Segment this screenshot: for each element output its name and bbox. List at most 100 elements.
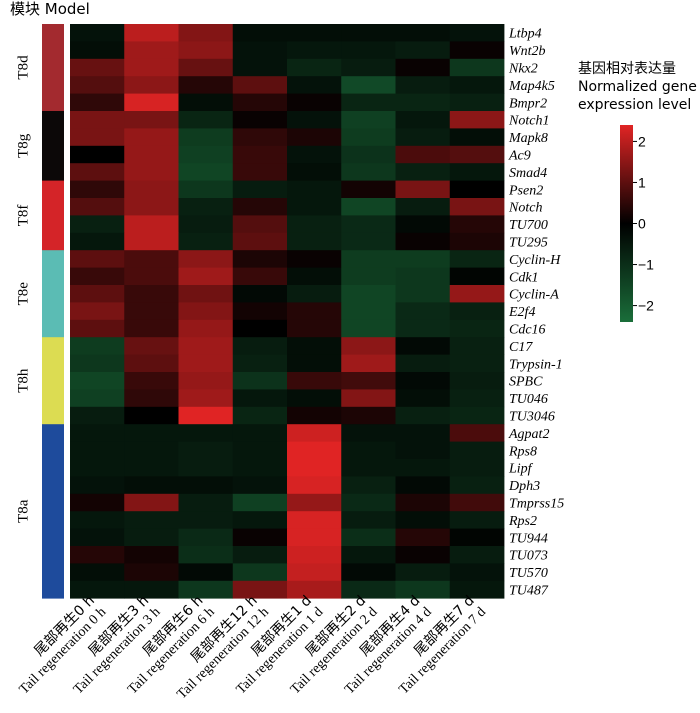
heatmap-cell bbox=[232, 372, 288, 390]
gene-label: Dph3 bbox=[508, 479, 540, 494]
heatmap-cell bbox=[449, 24, 505, 42]
gene-label: Notch1 bbox=[508, 114, 549, 129]
heatmap-cell bbox=[341, 128, 396, 147]
heatmap-cell bbox=[287, 424, 342, 442]
heatmap-cell bbox=[341, 215, 396, 234]
heatmap-cell bbox=[178, 163, 234, 181]
module-label: T8a bbox=[15, 499, 31, 523]
gene-label: TU295 bbox=[509, 236, 548, 251]
heatmap-cell bbox=[70, 215, 125, 234]
heatmap-cell bbox=[341, 476, 396, 495]
heatmap-cell bbox=[287, 93, 342, 112]
gene-label: Smad4 bbox=[509, 166, 547, 181]
heatmap-cell bbox=[178, 250, 234, 268]
heatmap-cells bbox=[70, 24, 505, 599]
heatmap-cell bbox=[341, 180, 396, 199]
heatmap-cell bbox=[124, 389, 179, 408]
heatmap-cell bbox=[395, 24, 451, 42]
heatmap-cell bbox=[232, 93, 288, 112]
heatmap-cell bbox=[232, 319, 288, 338]
heatmap-cell bbox=[341, 337, 396, 355]
heatmap-cell bbox=[449, 198, 505, 216]
heatmap-cell bbox=[287, 441, 342, 460]
gene-label: TU073 bbox=[509, 549, 548, 564]
heatmap-cell bbox=[178, 215, 234, 234]
heatmap-cell bbox=[124, 511, 179, 529]
heatmap-cell bbox=[70, 111, 125, 129]
heatmap-cell bbox=[449, 163, 505, 181]
heatmap-cell bbox=[124, 111, 179, 129]
heatmap-cell bbox=[341, 546, 396, 564]
module-bar: T8d T8g T8f T8e T8h T8a bbox=[15, 24, 64, 599]
heatmap-cell bbox=[124, 58, 179, 77]
heatmap-cell bbox=[70, 354, 125, 373]
heatmap-cell bbox=[449, 128, 505, 147]
legend-title-en-1: Normalized gene bbox=[578, 79, 697, 95]
heatmap-cell bbox=[341, 511, 396, 529]
heatmap-cell bbox=[124, 459, 179, 477]
heatmap-cell bbox=[341, 250, 396, 268]
heatmap-cell bbox=[395, 180, 451, 199]
gene-label: Agpat2 bbox=[508, 427, 549, 442]
heatmap-cell bbox=[70, 406, 125, 425]
gene-label: Tmprss15 bbox=[509, 497, 564, 512]
heatmap-cell bbox=[287, 459, 342, 477]
gene-label: Bmpr2 bbox=[509, 96, 547, 111]
heatmap-cell bbox=[287, 198, 342, 216]
heatmap-cell bbox=[449, 424, 505, 442]
heatmap-cell bbox=[232, 232, 288, 251]
heatmap-cell bbox=[287, 250, 342, 268]
heatmap-cell bbox=[341, 58, 396, 77]
heatmap-cell bbox=[178, 476, 234, 495]
heatmap-cell bbox=[449, 76, 505, 94]
heatmap-cell bbox=[395, 76, 451, 94]
heatmap-cell bbox=[287, 580, 342, 599]
heatmap-cell bbox=[287, 406, 342, 425]
heatmap-cell bbox=[124, 372, 179, 390]
heatmap-cell bbox=[178, 337, 234, 355]
heatmap-cell bbox=[70, 93, 125, 112]
heatmap-cell bbox=[232, 302, 288, 321]
heatmap-cell bbox=[124, 76, 179, 94]
heatmap-cell bbox=[70, 180, 125, 199]
heatmap-cell bbox=[449, 58, 505, 77]
heatmap-cell bbox=[124, 337, 179, 355]
colorbar-tick-label: 0 bbox=[638, 216, 646, 232]
heatmap-cell bbox=[287, 41, 342, 60]
heatmap-cell bbox=[232, 41, 288, 60]
heatmap-cell bbox=[449, 41, 505, 60]
heatmap-cell bbox=[341, 163, 396, 181]
heatmap-cell bbox=[287, 111, 342, 129]
heatmap-cell bbox=[395, 476, 451, 495]
gene-label: TU570 bbox=[509, 566, 548, 581]
heatmap-cell bbox=[287, 232, 342, 251]
heatmap-cell bbox=[124, 424, 179, 442]
heatmap-cell bbox=[124, 41, 179, 60]
heatmap-cell bbox=[287, 58, 342, 77]
heatmap-cell bbox=[124, 163, 179, 181]
heatmap-cell bbox=[449, 493, 505, 512]
heatmap-cell bbox=[178, 145, 234, 164]
heatmap-cell bbox=[395, 493, 451, 512]
heatmap-cell bbox=[395, 511, 451, 529]
gene-label: Rps2 bbox=[508, 514, 537, 529]
heatmap-cell bbox=[287, 285, 342, 303]
module-block bbox=[42, 337, 64, 425]
heatmap-cell bbox=[70, 493, 125, 512]
heatmap-cell bbox=[341, 424, 396, 442]
heatmap-cell bbox=[287, 354, 342, 373]
heatmap-cell bbox=[449, 546, 505, 564]
heatmap-cell bbox=[395, 337, 451, 355]
module-label: T8h bbox=[15, 368, 31, 393]
gene-label: Rps8 bbox=[508, 444, 537, 459]
heatmap-cell bbox=[232, 250, 288, 268]
heatmap-cell bbox=[70, 563, 125, 582]
heatmap-cell bbox=[395, 285, 451, 303]
heatmap-cell bbox=[232, 511, 288, 529]
heatmap-cell bbox=[70, 285, 125, 303]
heatmap-cell bbox=[449, 406, 505, 425]
heatmap-cell bbox=[178, 198, 234, 216]
heatmap-cell bbox=[232, 24, 288, 42]
heatmap-cell bbox=[124, 406, 179, 425]
heatmap-cell bbox=[178, 302, 234, 321]
